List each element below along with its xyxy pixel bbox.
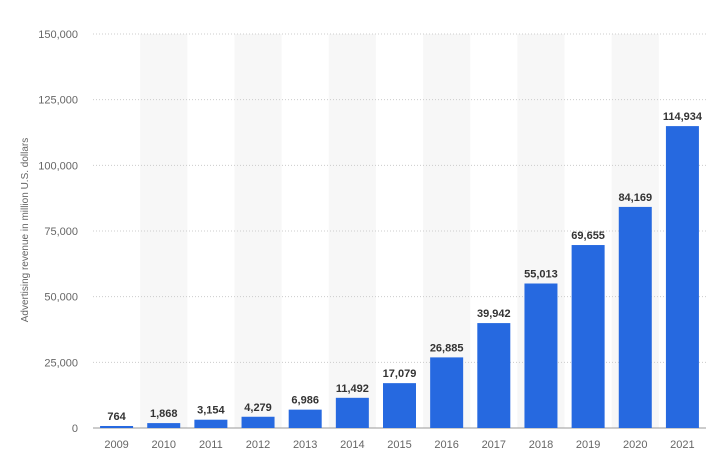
bar-2011 [194,419,228,428]
data-label: 55,013 [524,268,558,280]
y-tick-label: 150,000 [38,29,78,41]
data-labels: 764 1,868 3,154 4,279 6,986 11,492 17,079 26,88… [107,111,702,423]
bar-2017 [477,323,511,428]
data-label: 39,942 [477,308,511,320]
x-tick-label: 2014 [340,439,364,451]
y-tick-label: 0 [72,423,78,435]
y-tick-label: 125,000 [38,95,78,107]
x-tick-label: 2017 [482,439,506,451]
background-band [140,34,188,428]
y-axis-title: Advertising revenue in million U.S. doll… [20,138,31,323]
y-tick-label: 100,000 [38,160,78,172]
data-label: 114,934 [663,111,703,123]
bar-2010 [147,423,181,428]
x-tick-label: 2011 [199,439,223,451]
bar-2021 [665,126,699,429]
x-tick-label: 2015 [387,439,411,451]
bar-2019 [571,245,605,428]
data-label: 6,986 [291,395,319,407]
bar-2013 [288,409,322,428]
y-axis-ticks: 0 25,000 50,000 75,000 100,000 125,000 150,000 [38,29,78,435]
bar-2020 [618,206,652,428]
background-band [328,34,376,428]
y-tick-label: 75,000 [44,226,78,238]
data-label: 26,885 [430,342,464,354]
data-label: 1,868 [150,408,178,420]
bar-2009 [100,425,134,428]
x-tick-label: 2013 [293,439,317,451]
data-label: 11,492 [336,383,369,395]
x-axis-ticks: 2009 2010 2011 2012 2013 2014 2015 2016 2017 2018… [104,439,694,451]
x-tick-label: 2009 [104,439,128,451]
data-label: 764 [107,411,126,423]
data-label: 3,154 [197,405,225,417]
bar-2014 [335,397,369,428]
bar-2016 [430,357,464,428]
bar-2012 [241,416,275,428]
y-tick-label: 25,000 [44,357,78,369]
x-tick-label: 2018 [529,439,553,451]
data-label: 84,169 [618,192,652,204]
x-tick-label: 2020 [623,439,647,451]
x-tick-label: 2021 [670,439,694,451]
data-label: 69,655 [571,230,605,242]
x-tick-label: 2019 [576,439,600,451]
x-tick-label: 2016 [434,439,458,451]
y-tick-label: 50,000 [44,292,78,304]
data-label: 4,279 [244,402,272,414]
data-label: 17,079 [383,368,417,380]
bars [100,126,699,429]
x-tick-label: 2012 [246,439,270,451]
bar-2015 [383,383,416,428]
bar-2018 [524,283,558,428]
x-tick-label: 2010 [151,439,175,451]
